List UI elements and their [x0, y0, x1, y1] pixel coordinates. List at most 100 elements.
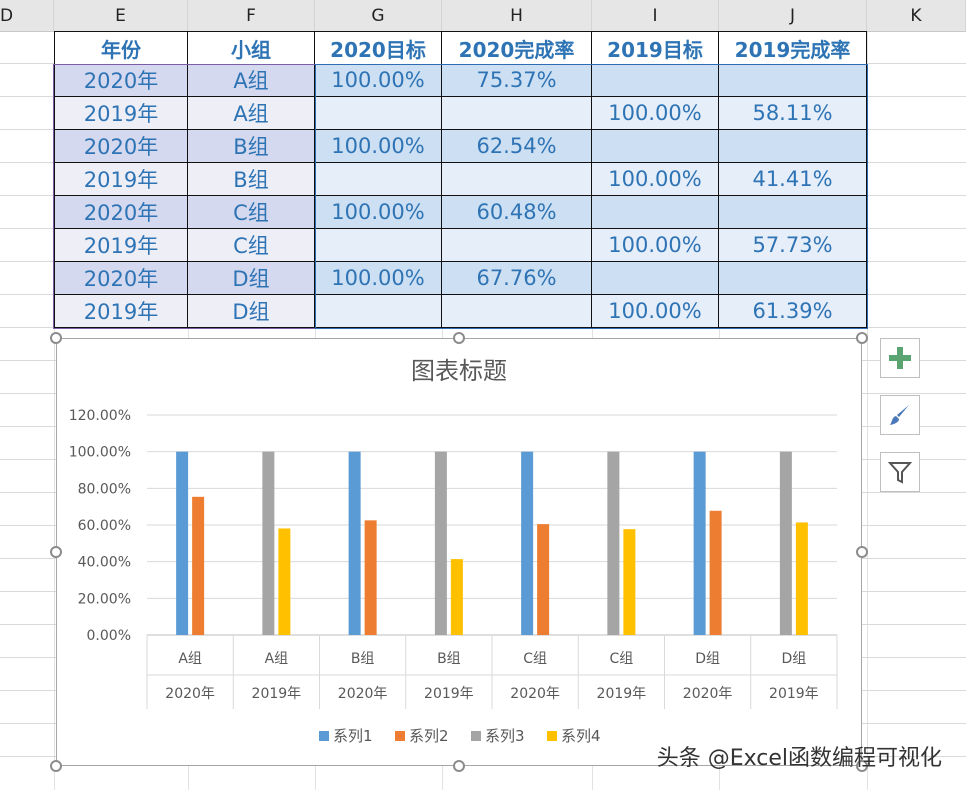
brush-icon — [890, 405, 909, 425]
table-cell[interactable] — [442, 295, 592, 328]
table-cell[interactable] — [442, 229, 592, 262]
table-cell[interactable] — [592, 64, 719, 97]
table-cell[interactable]: C组 — [188, 229, 315, 262]
column-header-k[interactable]: K — [867, 0, 966, 32]
table-cell[interactable]: 2020年 — [54, 64, 188, 97]
resize-handle-top-left[interactable] — [50, 332, 62, 344]
table-cell[interactable]: 100.00% — [315, 64, 442, 97]
table-cell[interactable] — [315, 163, 442, 196]
table-cell[interactable]: A组 — [188, 97, 315, 130]
table-cell[interactable]: 2019年 — [54, 229, 188, 262]
table-cell[interactable]: 2020年 — [54, 262, 188, 295]
table-header-cell[interactable]: 2020完成率 — [442, 31, 592, 65]
table-cell[interactable] — [592, 196, 719, 229]
table-cell[interactable]: 100.00% — [592, 295, 719, 328]
table-cell[interactable]: 67.76% — [442, 262, 592, 295]
table-header-cell[interactable]: 小组 — [188, 31, 315, 65]
bar-系列3 — [779, 451, 792, 635]
table-cell[interactable]: 62.54% — [442, 130, 592, 163]
table-cell[interactable]: 100.00% — [315, 130, 442, 163]
resize-handle-top-right[interactable] — [856, 332, 868, 344]
column-header-g[interactable]: G — [315, 0, 442, 32]
column-header-f[interactable]: F — [188, 0, 315, 32]
x-group-label: 2019年 — [769, 686, 819, 702]
watermark-text: 头条 @Excel函数编程可视化 — [656, 746, 942, 771]
column-header-i[interactable]: I — [592, 0, 719, 32]
table-cell[interactable]: 75.37% — [442, 64, 592, 97]
chart-elements-button[interactable] — [880, 338, 920, 378]
x-tick-label: B组 — [351, 651, 375, 667]
table-cell[interactable]: 100.00% — [315, 262, 442, 295]
table-cell[interactable] — [719, 262, 867, 295]
x-tick-label: C组 — [609, 651, 633, 667]
table-cell[interactable] — [719, 130, 867, 163]
bar-系列1 — [521, 451, 534, 635]
bar-系列4 — [795, 522, 808, 635]
table-cell[interactable] — [442, 97, 592, 130]
table-cell[interactable] — [315, 97, 442, 130]
table-cell[interactable]: A组 — [188, 64, 315, 97]
table-cell[interactable]: 2019年 — [54, 163, 188, 196]
table-cell[interactable]: 2020年 — [54, 130, 188, 163]
column-header-e[interactable]: E — [54, 0, 188, 32]
chart-filters-button[interactable] — [880, 452, 920, 492]
resize-handle-bottom-left[interactable] — [50, 760, 62, 772]
y-tick-label: 60.00% — [78, 518, 131, 534]
table-cell[interactable]: 100.00% — [592, 229, 719, 262]
table-cell[interactable]: 41.41% — [719, 163, 867, 196]
y-tick-label: 40.00% — [78, 555, 131, 571]
column-header-j[interactable]: J — [719, 0, 867, 32]
legend-label: 系列3 — [485, 727, 525, 745]
resize-handle-bottom-right[interactable] — [856, 760, 868, 772]
table-cell[interactable]: 57.73% — [719, 229, 867, 262]
table-cell[interactable]: 60.48% — [442, 196, 592, 229]
table-cell[interactable]: 2020年 — [54, 196, 188, 229]
table-cell[interactable] — [442, 163, 592, 196]
x-group-label: 2019年 — [597, 686, 647, 702]
bar-系列2 — [709, 510, 722, 635]
column-header-d[interactable]: D — [0, 0, 54, 32]
table-cell[interactable]: D组 — [188, 262, 315, 295]
table-cell[interactable]: C组 — [188, 196, 315, 229]
table-cell[interactable] — [315, 295, 442, 328]
chart-styles-button[interactable] — [880, 395, 920, 435]
legend-swatch-系列3 — [471, 731, 481, 741]
table-cell[interactable]: 61.39% — [719, 295, 867, 328]
column-header-h[interactable]: H — [442, 0, 592, 32]
table-header-cell[interactable]: 年份 — [54, 31, 188, 65]
bar-系列3 — [607, 451, 620, 635]
bar-系列4 — [278, 528, 291, 635]
table-cell[interactable] — [719, 64, 867, 97]
x-group-label: 2019年 — [424, 686, 474, 702]
table-cell[interactable]: 58.11% — [719, 97, 867, 130]
chart-area[interactable]: 图表标题 0.00% 20.00% 40.00% 60.00% 80.00% 100.00%… — [56, 338, 862, 766]
x-group-label: 2020年 — [165, 686, 215, 702]
table-cell[interactable]: B组 — [188, 130, 315, 163]
table-cell[interactable] — [592, 262, 719, 295]
legend-label: 系列2 — [409, 727, 449, 745]
table-cell[interactable]: B组 — [188, 163, 315, 196]
chart-title: 图表标题 — [411, 357, 507, 385]
table-header-cell[interactable]: 2019目标 — [592, 31, 719, 65]
y-tick-label: 120.00% — [69, 408, 131, 424]
grid-column-line — [867, 32, 868, 790]
resize-handle-middle-right[interactable] — [856, 546, 868, 558]
table-cell[interactable] — [719, 196, 867, 229]
table-cell[interactable]: 2019年 — [54, 295, 188, 328]
table-cell[interactable]: 100.00% — [592, 163, 719, 196]
table-cell[interactable]: 100.00% — [315, 196, 442, 229]
table-cell[interactable]: D组 — [188, 295, 315, 328]
y-tick-label: 20.00% — [78, 591, 131, 607]
table-cell[interactable] — [315, 229, 442, 262]
resize-handle-top-middle[interactable] — [453, 332, 465, 344]
table-header-cell[interactable]: 2020目标 — [315, 31, 442, 65]
resize-handle-bottom-middle[interactable] — [453, 760, 465, 772]
legend-label: 系列1 — [333, 727, 373, 745]
table-header-cell[interactable]: 2019完成率 — [719, 31, 867, 65]
table-cell[interactable] — [592, 130, 719, 163]
x-tick-label: A组 — [178, 651, 202, 667]
table-cell[interactable]: 100.00% — [592, 97, 719, 130]
resize-handle-middle-left[interactable] — [50, 546, 62, 558]
table-cell[interactable]: 2019年 — [54, 97, 188, 130]
x-group-label: 2020年 — [683, 686, 733, 702]
